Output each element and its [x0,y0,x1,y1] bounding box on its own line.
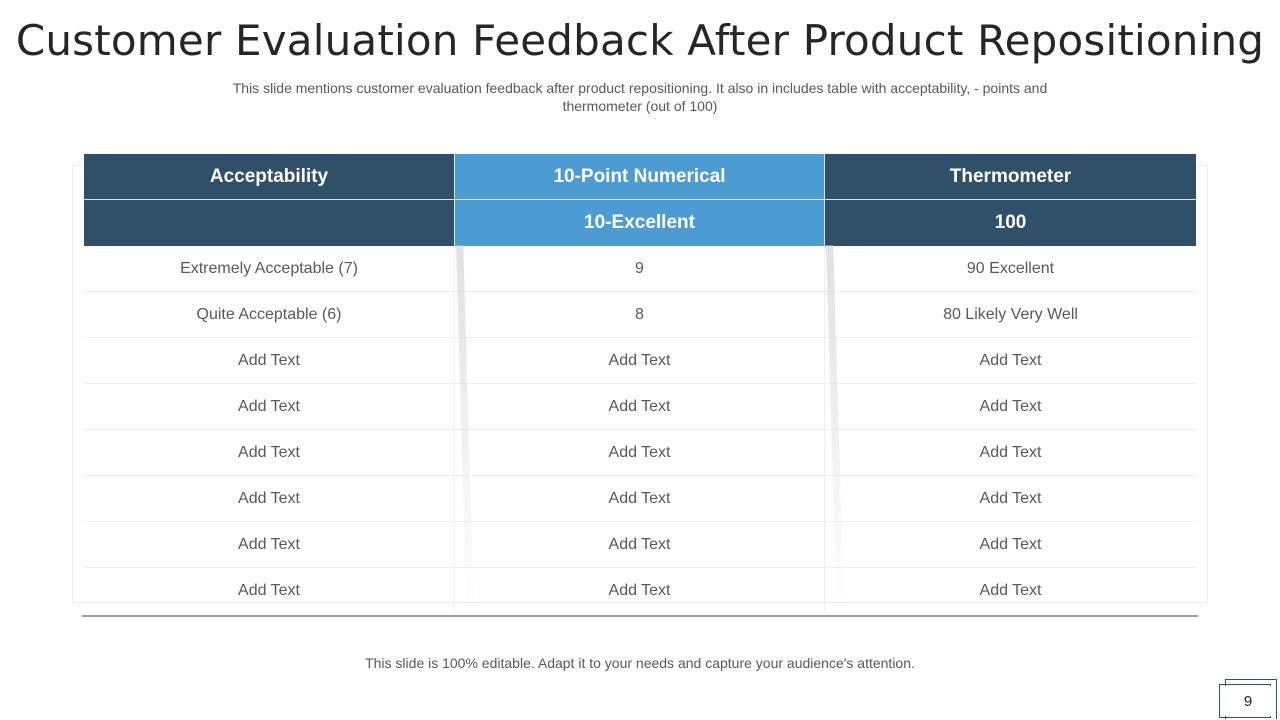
subheader-10-point-numerical: 10-Excellent [455,200,825,246]
table-row: Extremely Acceptable (7) 9 90 Excellent [84,246,1196,292]
table-cell: Add Text [825,384,1196,430]
table-cell: 80 Likely Very Well [825,292,1196,338]
table-cell: Add Text [455,522,825,568]
table-cell: Add Text [84,522,455,568]
table-bottom-line [82,615,1198,617]
table-row: Add Text Add Text Add Text [84,568,1196,614]
slide-footer-note: This slide is 100% editable. Adapt it to… [365,655,915,671]
table-cell: 8 [455,292,825,338]
table-row: Add Text Add Text Add Text [84,522,1196,568]
table-cell: Add Text [84,430,455,476]
slide-title: Customer Evaluation Feedback After Produ… [15,16,1265,65]
table-cell: 9 [455,246,825,292]
table-row: Add Text Add Text Add Text [84,476,1196,522]
table-cell: Add Text [84,476,455,522]
table-cell: Add Text [84,338,455,384]
table-cell: Add Text [84,384,455,430]
table-cell: Add Text [455,338,825,384]
table-subheader-row: 10-Excellent 100 [84,200,1196,246]
table-row: Quite Acceptable (6) 8 80 Likely Very We… [84,292,1196,338]
table-cell: Add Text [455,430,825,476]
table-cell: Add Text [455,384,825,430]
table-row: Add Text Add Text Add Text [84,384,1196,430]
table-cell: Add Text [825,338,1196,384]
table-cell: Add Text [825,522,1196,568]
subheader-acceptability [84,200,455,246]
table-row: Add Text Add Text Add Text [84,430,1196,476]
table-cell: Extremely Acceptable (7) [84,246,455,292]
table-cell: Add Text [84,568,455,614]
table-cell: Add Text [825,430,1196,476]
header-10-point-numerical: 10-Point Numerical [455,154,825,200]
table-cell: 90 Excellent [825,246,1196,292]
table-header-row: Acceptability 10-Point Numerical Thermom… [84,154,1196,200]
table-cell: Add Text [825,476,1196,522]
slide-subtitle: This slide mentions customer evaluation … [232,80,1048,114]
table-cell: Add Text [455,568,825,614]
table-row: Add Text Add Text Add Text [84,338,1196,384]
header-acceptability: Acceptability [84,154,455,200]
page-number: 9 [1225,686,1271,716]
table-cell: Add Text [979,582,1042,599]
header-thermometer: Thermometer [825,154,1196,200]
feedback-table: Acceptability 10-Point Numerical Thermom… [84,154,1196,614]
table-cell: Quite Acceptable (6) [84,292,455,338]
subheader-thermometer: 100 [825,200,1196,246]
table-cell: Add Text [455,476,825,522]
